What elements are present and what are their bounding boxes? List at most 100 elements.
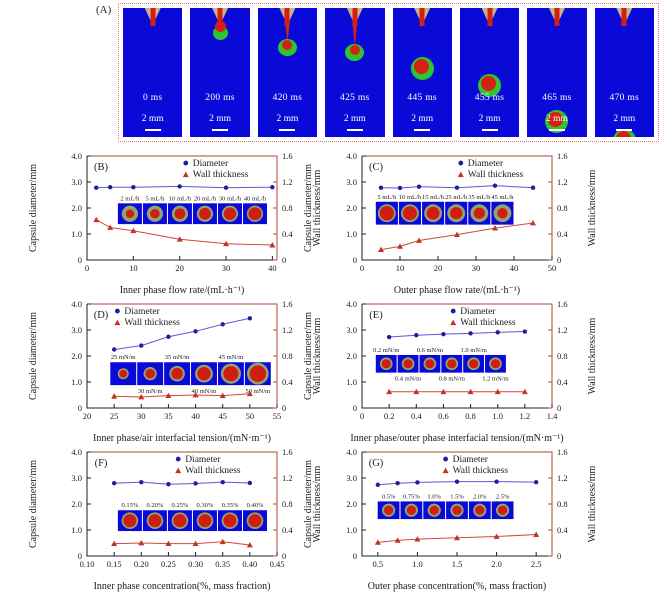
frame-time-label: 200 ms xyxy=(205,93,235,104)
series-wall-thickness xyxy=(374,531,540,545)
timelapse-frame: 0 ms 2 mm xyxy=(123,8,183,137)
chart-panel-D: 20 25 30 35 40 45 50 5501.02.03.04.000.40.81.21… xyxy=(28,299,323,444)
frame-time-label: 445 ms xyxy=(407,93,437,104)
svg-text:10 mL/h: 10 mL/h xyxy=(399,194,422,201)
svg-text:0.45: 0.45 xyxy=(270,559,285,569)
scale-bar xyxy=(414,129,431,132)
svg-text:40: 40 xyxy=(191,411,200,421)
scale-bar xyxy=(346,129,363,132)
svg-text:Diameter: Diameter xyxy=(124,307,160,317)
timelapse-frame: 470 ms 2 mm xyxy=(594,8,654,137)
svg-text:1.0: 1.0 xyxy=(346,229,357,239)
svg-text:0.4: 0.4 xyxy=(557,377,568,387)
svg-text:0.35%: 0.35% xyxy=(222,502,239,509)
scale-label: 2 mm xyxy=(478,113,501,124)
svg-text:Wall thickness: Wall thickness xyxy=(185,466,241,476)
chart-panel-C: 0 10 20 30 40 5001.02.03.04.000.40.81.21.6Out… xyxy=(303,151,598,296)
series-wall-thickness xyxy=(378,219,536,252)
series-diameter xyxy=(111,316,253,352)
svg-text:35 mL/h: 35 mL/h xyxy=(468,194,491,201)
svg-text:Diameter: Diameter xyxy=(185,455,221,465)
svg-text:4.0: 4.0 xyxy=(71,299,82,309)
svg-text:1.0: 1.0 xyxy=(346,377,357,387)
svg-text:Diameter: Diameter xyxy=(453,455,489,465)
frame-time-label: 470 ms xyxy=(609,93,640,104)
svg-text:1.5%: 1.5% xyxy=(450,493,464,500)
nozzle-needle-icon xyxy=(621,8,627,26)
svg-text:50: 50 xyxy=(548,263,557,273)
svg-text:0.4: 0.4 xyxy=(282,229,293,239)
svg-text:5 mL/h: 5 mL/h xyxy=(145,195,165,202)
svg-text:50 mN/m: 50 mN/m xyxy=(245,388,270,395)
svg-text:Diameter: Diameter xyxy=(193,159,229,169)
svg-text:0.2: 0.2 xyxy=(384,411,395,421)
timelapse-frame: 465 ms 2 mm xyxy=(527,8,587,137)
chart-panel-G: 0.5 1.0 1.5 2.0 2.5 0 1.0 2.0 3.0 4.0 0 0.4 0.8 1.2 1.… xyxy=(303,447,598,592)
pendant-thread xyxy=(285,21,290,43)
scale-bar xyxy=(616,129,633,132)
series-wall-thickness xyxy=(93,216,276,248)
svg-text:1.0 mN/m: 1.0 mN/m xyxy=(460,347,486,354)
svg-text:4.0: 4.0 xyxy=(346,299,357,309)
svg-text:0.8: 0.8 xyxy=(557,351,568,361)
svg-text:1.2: 1.2 xyxy=(282,177,293,187)
svg-text:0.4: 0.4 xyxy=(282,377,293,387)
svg-text:30: 30 xyxy=(472,263,481,273)
series-diameter xyxy=(111,479,253,487)
y-axis-left-label: Capsule diameter/mm xyxy=(303,460,314,548)
panel-letter: (G) xyxy=(369,458,384,469)
svg-text:0.75%: 0.75% xyxy=(403,493,420,500)
svg-text:0: 0 xyxy=(282,403,286,413)
panel-a-label: (A) xyxy=(96,4,112,16)
svg-text:Wall thickness: Wall thickness xyxy=(453,466,509,476)
svg-text:0.40%: 0.40% xyxy=(247,502,264,509)
svg-text:0.8: 0.8 xyxy=(282,203,293,213)
svg-text:0: 0 xyxy=(282,255,286,265)
svg-text:0.6: 0.6 xyxy=(438,411,449,421)
capsule-inset: 2 mL/h 5 mL/h 10 mL/h 20 mL/h 30 mL/h 40 mL/h xyxy=(117,195,267,225)
svg-text:1.0: 1.0 xyxy=(492,411,503,421)
svg-text:1.0: 1.0 xyxy=(71,377,82,387)
series-diameter xyxy=(386,329,528,340)
capsule-inset: 0.5% 0.75% 1.0% 1.5% 2.0% 2.5% xyxy=(377,493,514,520)
timelapse-frame: 200 ms 2 mm xyxy=(190,8,250,137)
svg-text:0.25: 0.25 xyxy=(161,559,176,569)
svg-text:0.4: 0.4 xyxy=(282,525,293,535)
svg-text:0.8: 0.8 xyxy=(557,203,568,213)
y-axis-left-label: Capsule diameter/mm xyxy=(303,164,314,252)
y-axis-right-label: Wall thickness/mm xyxy=(587,169,598,246)
svg-text:20: 20 xyxy=(434,263,443,273)
svg-text:1.2: 1.2 xyxy=(282,473,293,483)
svg-text:4.0: 4.0 xyxy=(71,447,82,457)
svg-text:1.0%: 1.0% xyxy=(427,493,441,500)
svg-text:4.0: 4.0 xyxy=(346,151,357,161)
capsule-inset: 25 mN/m 30 mN/m 35 mN/m 40 mN/m 45 mN/m 50 mN… xyxy=(110,354,271,395)
svg-text:20: 20 xyxy=(175,263,184,273)
svg-text:2.0: 2.0 xyxy=(71,203,82,213)
svg-text:2.0: 2.0 xyxy=(71,499,82,509)
nozzle-needle-icon xyxy=(217,8,223,26)
svg-text:0.4: 0.4 xyxy=(411,411,422,421)
svg-text:1.2: 1.2 xyxy=(557,473,568,483)
svg-text:2.0%: 2.0% xyxy=(473,493,487,500)
svg-text:1.6: 1.6 xyxy=(557,151,568,161)
series-diameter xyxy=(375,479,539,487)
svg-text:0: 0 xyxy=(282,551,286,561)
y-axis-right-label: Wall thickness/mm xyxy=(587,317,598,394)
svg-text:4.0: 4.0 xyxy=(346,447,357,457)
svg-text:1.2: 1.2 xyxy=(557,177,568,187)
svg-text:0.2 mN/m: 0.2 mN/m xyxy=(373,347,399,354)
svg-text:0.40: 0.40 xyxy=(242,559,257,569)
y-axis-right-label: Wall thickness/mm xyxy=(312,317,323,394)
frame-time-label: 0 ms xyxy=(142,93,163,104)
svg-text:0: 0 xyxy=(360,263,364,273)
scale-bar xyxy=(279,129,296,132)
svg-text:0.15: 0.15 xyxy=(107,559,122,569)
panel-letter: (E) xyxy=(369,310,383,321)
y-axis-left-label: Capsule diameter/mm xyxy=(28,460,39,548)
series-wall-thickness xyxy=(386,388,528,395)
svg-text:40: 40 xyxy=(268,263,277,273)
svg-text:5 mL/h: 5 mL/h xyxy=(377,194,397,201)
